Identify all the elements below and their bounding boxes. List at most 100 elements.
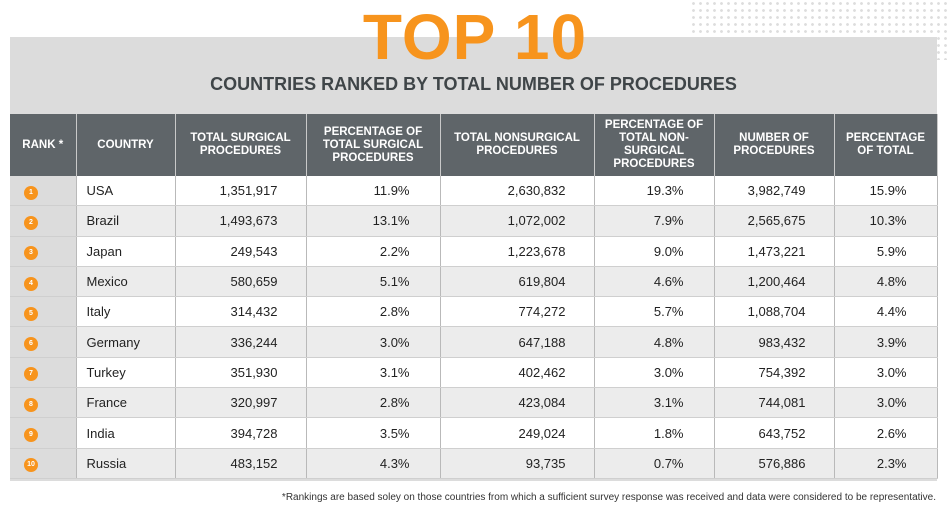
pct-total-cell: 4.8% bbox=[834, 266, 938, 298]
total-nonsurgical-cell: 619,804 bbox=[440, 266, 595, 298]
rankings-table: RANK * COUNTRY TOTAL SURGICAL PROCEDURES… bbox=[10, 114, 938, 479]
pct-nonsurgical-cell: 7.9% bbox=[594, 205, 715, 237]
rank-cell: 2 bbox=[10, 205, 77, 237]
pct-surgical-cell: 3.1% bbox=[306, 357, 441, 389]
rank-cell: 9 bbox=[10, 417, 77, 449]
page-title: TOP 10 bbox=[362, 1, 588, 73]
country-cell: Mexico bbox=[76, 266, 176, 298]
rank-badge: 3 bbox=[24, 246, 38, 261]
number-procedures-cell: 576,886 bbox=[714, 448, 835, 479]
header-total-surgical: TOTAL SURGICAL PROCEDURES bbox=[175, 114, 307, 176]
rank-cell: 3 bbox=[10, 236, 77, 267]
pct-nonsurgical-cell: 1.8% bbox=[594, 417, 715, 449]
number-procedures-cell: 643,752 bbox=[714, 417, 835, 449]
table-header-row: RANK * COUNTRY TOTAL SURGICAL PROCEDURES… bbox=[10, 114, 938, 176]
rank-cell: 5 bbox=[10, 296, 77, 328]
table-row: 5 Italy 314,432 2.8% 774,272 5.7% 1,088,704 4.4… bbox=[10, 296, 938, 328]
total-surgical-cell: 1,351,917 bbox=[175, 176, 307, 207]
total-nonsurgical-cell: 423,084 bbox=[440, 387, 595, 419]
pct-total-cell: 3.0% bbox=[834, 387, 938, 419]
rank-badge: 9 bbox=[24, 428, 38, 443]
country-cell: France bbox=[76, 387, 176, 419]
country-cell: Japan bbox=[76, 236, 176, 267]
pct-total-cell: 2.6% bbox=[834, 417, 938, 449]
pct-surgical-cell: 4.3% bbox=[306, 448, 441, 479]
number-procedures-cell: 1,473,221 bbox=[714, 236, 835, 267]
pct-nonsurgical-cell: 5.7% bbox=[594, 296, 715, 328]
country-cell: Germany bbox=[76, 326, 176, 358]
rank-badge: 2 bbox=[24, 215, 38, 230]
pct-surgical-cell: 5.1% bbox=[306, 266, 441, 298]
pct-nonsurgical-cell: 19.3% bbox=[594, 176, 715, 207]
rank-cell: 7 bbox=[10, 357, 77, 389]
page-subtitle: COUNTRIES RANKED BY TOTAL NUMBER OF PROC… bbox=[210, 74, 737, 94]
total-surgical-cell: 351,930 bbox=[175, 357, 307, 389]
pct-total-cell: 5.9% bbox=[834, 236, 938, 267]
total-nonsurgical-cell: 774,272 bbox=[440, 296, 595, 328]
total-nonsurgical-cell: 647,188 bbox=[440, 326, 595, 358]
pct-surgical-cell: 13.1% bbox=[306, 205, 441, 237]
pct-surgical-cell: 2.8% bbox=[306, 296, 441, 328]
total-nonsurgical-cell: 1,072,002 bbox=[440, 205, 595, 237]
table-row: 8 France 320,997 2.8% 423,084 3.1% 744,081 3.0% bbox=[10, 387, 938, 419]
country-cell: India bbox=[76, 417, 176, 449]
pct-nonsurgical-cell: 0.7% bbox=[594, 448, 715, 479]
pct-total-cell: 3.0% bbox=[834, 357, 938, 389]
pct-nonsurgical-cell: 3.1% bbox=[594, 387, 715, 419]
rank-badge: 6 bbox=[24, 337, 38, 352]
number-procedures-cell: 744,081 bbox=[714, 387, 835, 419]
pct-total-cell: 15.9% bbox=[834, 176, 938, 207]
rank-badge: 8 bbox=[24, 397, 38, 412]
header-pct-nonsurgical: PERCENTAGE OF TOTAL NON-SURGICAL PROCEDU… bbox=[594, 114, 715, 176]
rank-cell: 1 bbox=[10, 176, 77, 207]
header-pct-total: PERCENTAGE OF TOTAL bbox=[834, 114, 938, 176]
total-surgical-cell: 483,152 bbox=[175, 448, 307, 479]
pct-surgical-cell: 3.0% bbox=[306, 326, 441, 358]
rank-badge: 10 bbox=[24, 458, 38, 473]
table-row: 10 Russia 483,152 4.3% 93,735 0.7% 576,886 2.3% bbox=[10, 448, 938, 479]
table-row: 6 Germany 336,244 3.0% 647,188 4.8% 983,432 3.9… bbox=[10, 326, 938, 358]
country-cell: Italy bbox=[76, 296, 176, 328]
total-surgical-cell: 394,728 bbox=[175, 417, 307, 449]
table-row: 7 Turkey 351,930 3.1% 402,462 3.0% 754,392 3.0% bbox=[10, 357, 938, 389]
total-nonsurgical-cell: 249,024 bbox=[440, 417, 595, 449]
header-rank: RANK * bbox=[10, 114, 77, 176]
rank-cell: 6 bbox=[10, 326, 77, 358]
rank-badge: 4 bbox=[24, 276, 38, 291]
table-row: 3 Japan 249,543 2.2% 1,223,678 9.0% 1,473,221 5… bbox=[10, 236, 938, 267]
pct-surgical-cell: 11.9% bbox=[306, 176, 441, 207]
country-cell: Brazil bbox=[76, 205, 176, 237]
pct-total-cell: 2.3% bbox=[834, 448, 938, 479]
country-cell: Turkey bbox=[76, 357, 176, 389]
rank-badge: 7 bbox=[24, 367, 38, 382]
total-nonsurgical-cell: 2,630,832 bbox=[440, 176, 595, 207]
pct-surgical-cell: 3.5% bbox=[306, 417, 441, 449]
total-surgical-cell: 580,659 bbox=[175, 266, 307, 298]
total-nonsurgical-cell: 1,223,678 bbox=[440, 236, 595, 267]
pct-nonsurgical-cell: 4.8% bbox=[594, 326, 715, 358]
number-procedures-cell: 3,982,749 bbox=[714, 176, 835, 207]
total-nonsurgical-cell: 402,462 bbox=[440, 357, 595, 389]
number-procedures-cell: 1,200,464 bbox=[714, 266, 835, 298]
rank-cell: 8 bbox=[10, 387, 77, 419]
total-surgical-cell: 249,543 bbox=[175, 236, 307, 267]
total-surgical-cell: 1,493,673 bbox=[175, 205, 307, 237]
total-surgical-cell: 336,244 bbox=[175, 326, 307, 358]
footnote: *Rankings are based soley on those count… bbox=[281, 492, 936, 503]
pct-total-cell: 3.9% bbox=[834, 326, 938, 358]
header-number-procedures: NUMBER OF PROCEDURES bbox=[714, 114, 835, 176]
header-country: COUNTRY bbox=[76, 114, 176, 176]
number-procedures-cell: 754,392 bbox=[714, 357, 835, 389]
country-cell: USA bbox=[76, 176, 176, 207]
header-total-nonsurgical: TOTAL NONSURGICAL PROCEDURES bbox=[440, 114, 595, 176]
table-row: 9 India 394,728 3.5% 249,024 1.8% 643,752 2.6% bbox=[10, 417, 938, 449]
pct-nonsurgical-cell: 9.0% bbox=[594, 236, 715, 267]
table-row: 4 Mexico 580,659 5.1% 619,804 4.6% 1,200,464 4.… bbox=[10, 266, 938, 298]
table-row: 2 Brazil 1,493,673 13.1% 1,072,002 7.9% 2,565,… bbox=[10, 205, 938, 237]
header-pct-surgical: PERCENTAGE OF TOTAL SURGICAL PROCEDURES bbox=[306, 114, 441, 176]
pct-total-cell: 4.4% bbox=[834, 296, 938, 328]
country-cell: Russia bbox=[76, 448, 176, 479]
table-row: 1 USA 1,351,917 11.9% 2,630,832 19.3% 3,982,74… bbox=[10, 176, 938, 207]
total-nonsurgical-cell: 93,735 bbox=[440, 448, 595, 479]
number-procedures-cell: 2,565,675 bbox=[714, 205, 835, 237]
